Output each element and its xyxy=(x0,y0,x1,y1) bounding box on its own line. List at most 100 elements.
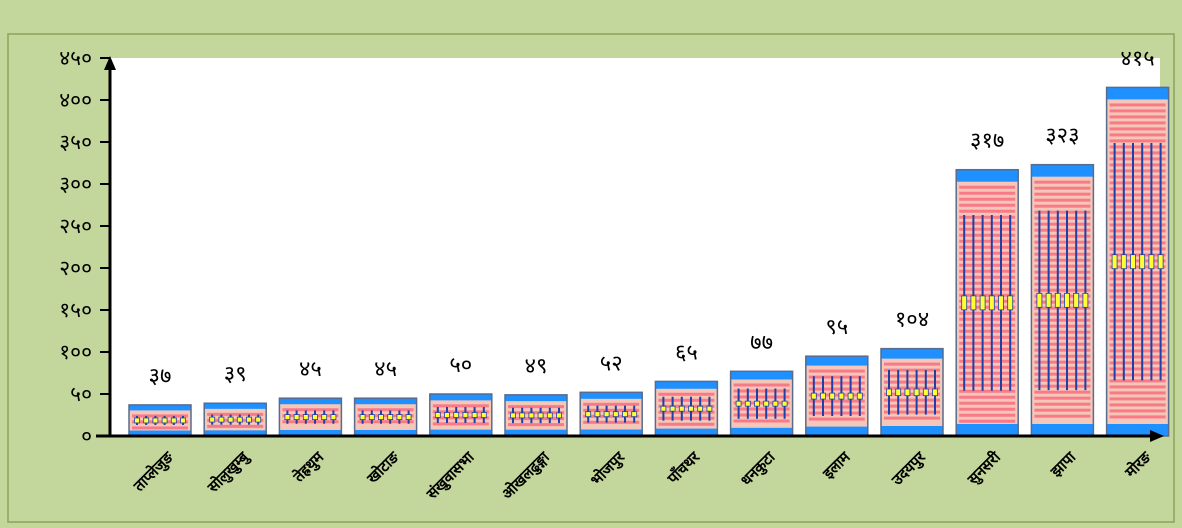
bar-stripe xyxy=(1109,397,1166,401)
bar-stripe xyxy=(357,420,414,424)
bar-top-cap xyxy=(279,398,342,405)
bar-stripe xyxy=(959,377,1016,381)
bar-stripe xyxy=(959,329,1016,333)
bar-stripe xyxy=(357,408,414,412)
bar-stripe xyxy=(282,414,339,418)
bar-stripe xyxy=(959,287,1016,291)
bar-motif-highlight xyxy=(453,412,460,418)
bar-stripe xyxy=(959,257,1016,261)
bar-stripe xyxy=(1109,115,1166,119)
bar-stripe xyxy=(733,389,790,393)
bar-motif-highlight xyxy=(979,295,986,311)
bar-stripe xyxy=(959,275,1016,279)
bar-stripe xyxy=(1034,222,1091,226)
y-tick-label: १०० xyxy=(59,340,92,364)
bar-stripe xyxy=(1109,241,1166,245)
bar-motif-highlight xyxy=(904,388,911,397)
bar-stripe xyxy=(1109,325,1166,329)
bar-stripe xyxy=(1034,378,1091,382)
bar-top-cap xyxy=(429,394,492,401)
bar-stripe xyxy=(583,414,640,418)
bar-motif-highlight xyxy=(1054,292,1061,308)
bar-stripe xyxy=(884,404,940,408)
bar-stripe xyxy=(1109,187,1166,191)
bar xyxy=(1030,163,1095,437)
bar-stripe xyxy=(1109,199,1166,203)
bar-stripe xyxy=(1109,103,1166,107)
bar-motif-highlight xyxy=(246,416,252,423)
bar-stripe xyxy=(1109,175,1166,179)
bar-bottom-cap xyxy=(129,430,191,436)
bar-stripe xyxy=(959,209,1016,213)
bar-motif-highlight xyxy=(236,416,243,423)
bar-stripe xyxy=(1109,157,1166,161)
bar-motif-highlight xyxy=(143,417,150,424)
bar-stripe xyxy=(733,401,790,405)
bar-stripe xyxy=(959,365,1016,369)
bar-motif-highlight xyxy=(631,411,638,418)
y-axis-arrow xyxy=(104,56,116,70)
bar-motif-highlight xyxy=(209,416,216,423)
bar-bottom-cap xyxy=(956,424,1019,436)
bar-stripe xyxy=(959,299,1016,303)
bar-stripe xyxy=(808,417,865,421)
bar-motif-highlight xyxy=(697,405,704,412)
bar-stripe xyxy=(1034,306,1091,310)
bar xyxy=(203,402,267,437)
bar-motif-highlight xyxy=(1082,292,1089,308)
bar-stripe xyxy=(959,389,1016,393)
bar xyxy=(353,397,418,437)
bar-bottom-cap xyxy=(881,426,943,436)
bar-stripe xyxy=(1034,246,1091,250)
bar-stripe xyxy=(1109,331,1166,335)
bar-value-label: ६५ xyxy=(675,340,698,365)
bar-bottom-cap xyxy=(805,426,868,436)
bar-motif-highlight xyxy=(312,414,318,421)
bar-stripe xyxy=(1109,271,1166,275)
bar-stripe xyxy=(1109,235,1166,239)
bar-stripe xyxy=(959,371,1016,375)
bar-motif-highlight xyxy=(134,417,140,424)
bar-stripe xyxy=(959,239,1016,243)
bar-motif-highlight xyxy=(932,388,938,397)
bar-motif-highlight xyxy=(434,412,441,418)
bar-stripe xyxy=(808,405,865,409)
bar-top-cap xyxy=(204,403,267,409)
bar-stripe xyxy=(1109,127,1166,131)
bar-stripe xyxy=(1109,133,1166,137)
bar-motif-highlight xyxy=(161,417,168,424)
bar-motif-highlight xyxy=(810,392,817,400)
bar-stripe xyxy=(357,414,414,418)
bar-stripe xyxy=(1034,396,1091,400)
bar-stripe xyxy=(733,395,790,399)
y-tick-label: २५० xyxy=(59,214,92,238)
bar-stripe xyxy=(959,293,1016,297)
bar-value-label: ३२३ xyxy=(1045,124,1079,149)
bar xyxy=(654,380,719,437)
bar-stripe xyxy=(959,311,1016,315)
bar-stripe xyxy=(1109,295,1166,299)
bar-stripe xyxy=(733,383,790,387)
bar-motif-highlight xyxy=(180,417,186,424)
bar-motif-highlight xyxy=(886,388,892,397)
bar-stripe xyxy=(1034,348,1091,352)
bar-stripe xyxy=(959,233,1016,237)
bar-motif-highlight xyxy=(585,411,592,418)
bars-group xyxy=(128,86,1170,437)
bar-bottom-cap xyxy=(505,429,567,436)
y-tick-label: ३०० xyxy=(59,172,92,196)
bar-stripe xyxy=(1034,186,1091,190)
bar-stripe xyxy=(1109,409,1166,413)
bar-motif-highlight xyxy=(546,412,553,419)
bar-stripe xyxy=(959,359,1016,363)
bar xyxy=(1105,86,1170,437)
bar-motif-highlight xyxy=(612,411,619,418)
bar-stripe xyxy=(1034,324,1091,328)
bar-motif-highlight xyxy=(838,392,845,400)
bar-stripe xyxy=(808,411,865,415)
bar xyxy=(504,394,568,437)
bar-stripe xyxy=(959,347,1016,351)
bar-bottom-cap xyxy=(1031,424,1094,436)
bar-stripe xyxy=(1109,169,1166,173)
bar-stripe xyxy=(658,398,715,402)
